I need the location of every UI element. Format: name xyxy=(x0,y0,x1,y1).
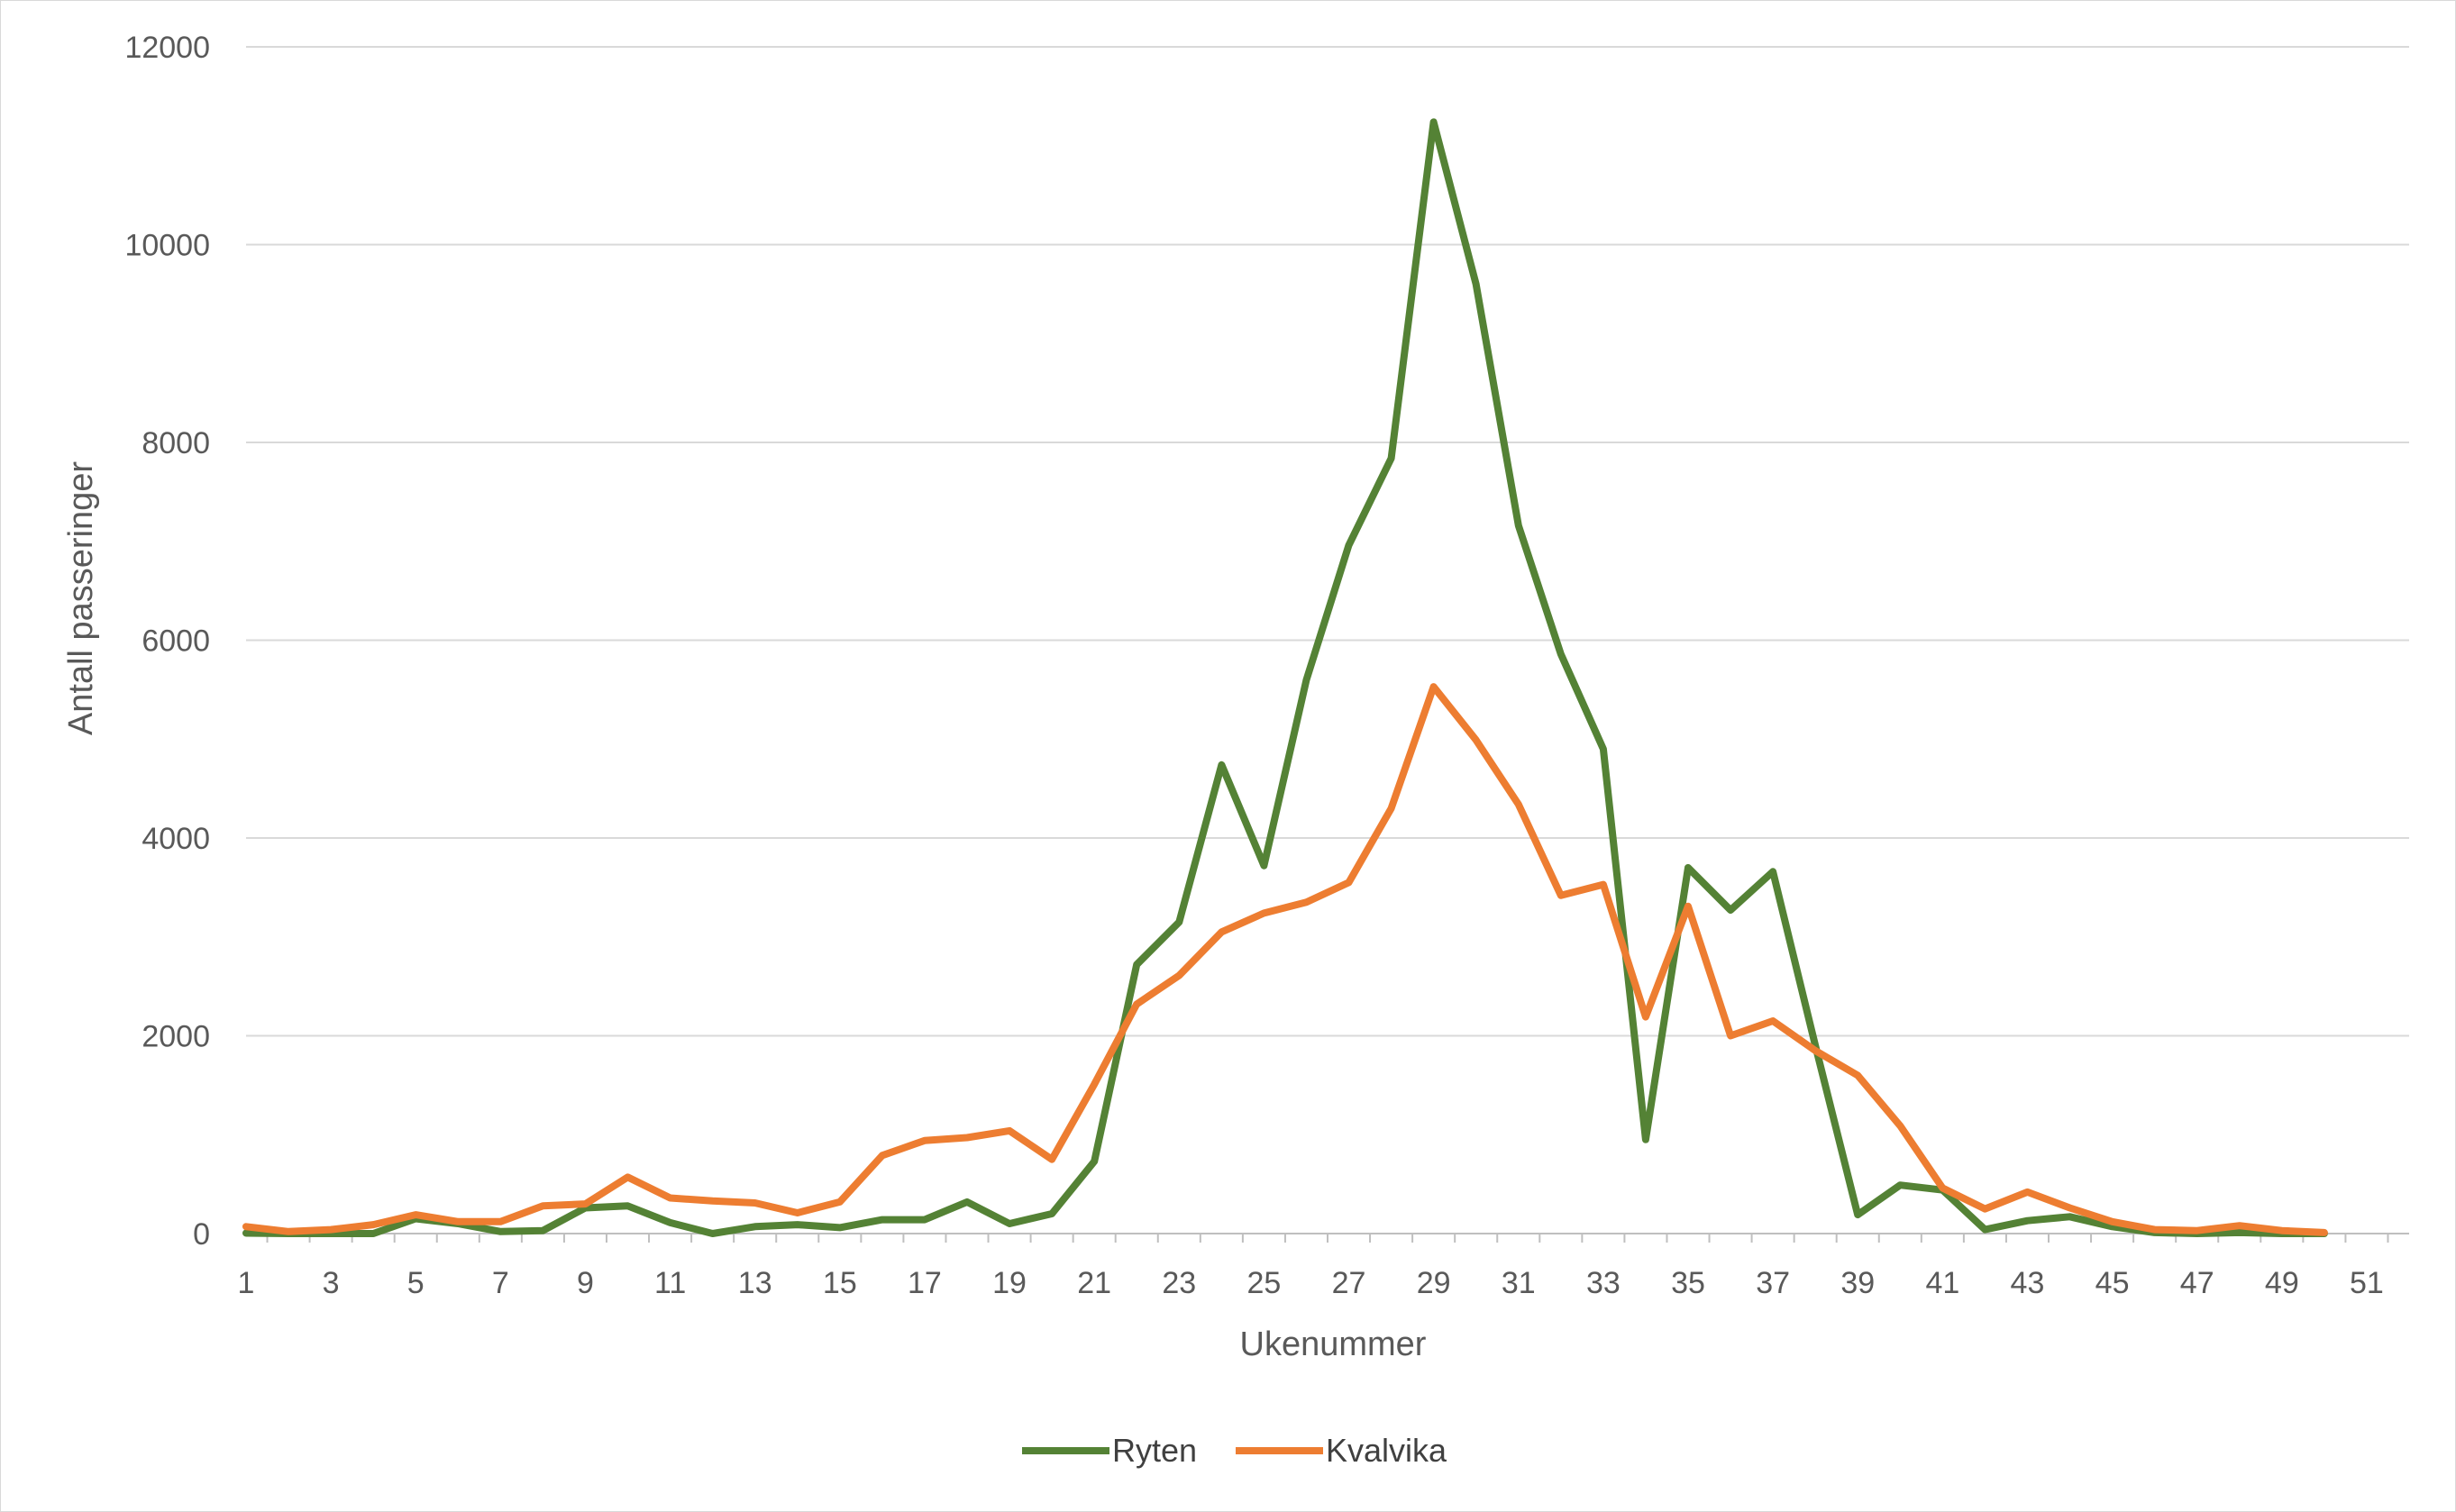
x-tick-label: 27 xyxy=(1332,1266,1366,1300)
x-tick-label: 33 xyxy=(1586,1266,1621,1300)
x-tick-label: 29 xyxy=(1417,1266,1451,1300)
x-tick-label: 21 xyxy=(1077,1266,1111,1300)
legend: Ryten Kvalvika xyxy=(1022,1432,1447,1469)
x-tick-label: 1 xyxy=(238,1266,255,1300)
x-tick-label: 31 xyxy=(1502,1266,1536,1300)
x-tick-label: 43 xyxy=(2011,1266,2045,1300)
x-tick-label: 45 xyxy=(2095,1266,2130,1300)
x-tick-label: 19 xyxy=(992,1266,1027,1300)
x-tick-label: 23 xyxy=(1162,1266,1196,1300)
series-line-ryten xyxy=(242,118,2328,1237)
x-tick-label: 15 xyxy=(823,1266,857,1300)
x-tick-label: 37 xyxy=(1756,1266,1790,1300)
x-tick-label: 51 xyxy=(2350,1266,2384,1300)
x-tick-label: 41 xyxy=(1925,1266,1959,1300)
x-tick-label: 3 xyxy=(323,1266,340,1300)
x-tick-label: 25 xyxy=(1246,1266,1281,1300)
y-tick-label: 6000 xyxy=(142,624,210,659)
x-tick-label: 49 xyxy=(2265,1266,2299,1300)
x-tick-label: 47 xyxy=(2180,1266,2214,1300)
y-tick-label: 4000 xyxy=(142,822,210,856)
gridlines xyxy=(246,46,2409,1037)
x-tick-label: 7 xyxy=(492,1266,509,1300)
series-line-kvalvika xyxy=(242,683,2328,1236)
x-tick-label: 17 xyxy=(908,1266,942,1300)
x-tick-label: 13 xyxy=(738,1266,772,1300)
x-axis-tick-labels: 1 3 5 7 9 11 13 15 17 19 21 23 25 27 29 31 33 35 37 39 41 43 4… xyxy=(238,1266,2384,1300)
x-tick-label: 11 xyxy=(654,1266,686,1300)
y-tick-label: 12000 xyxy=(124,31,210,65)
x-tick-label: 5 xyxy=(407,1266,425,1300)
y-tick-label: 2000 xyxy=(142,1020,210,1054)
x-tick-label: 35 xyxy=(1671,1266,1705,1300)
y-axis-title: Antall passeringer xyxy=(62,461,100,736)
y-tick-label: 10000 xyxy=(124,229,210,263)
x-tick-label: 39 xyxy=(1840,1266,1875,1300)
y-axis-tick-labels: 0 2000 4000 6000 8000 10000 12000 xyxy=(124,31,210,1252)
legend-label-kvalvika: Kvalvika xyxy=(1326,1432,1447,1469)
y-tick-label: 8000 xyxy=(142,426,210,460)
x-tick-label: 9 xyxy=(577,1266,594,1300)
x-axis-title: Ukenummer xyxy=(1240,1325,1427,1363)
x-axis xyxy=(246,1233,2409,1243)
legend-label-ryten: Ryten xyxy=(1112,1432,1197,1469)
y-tick-label: 0 xyxy=(193,1217,210,1252)
series-lines xyxy=(242,118,2328,1237)
